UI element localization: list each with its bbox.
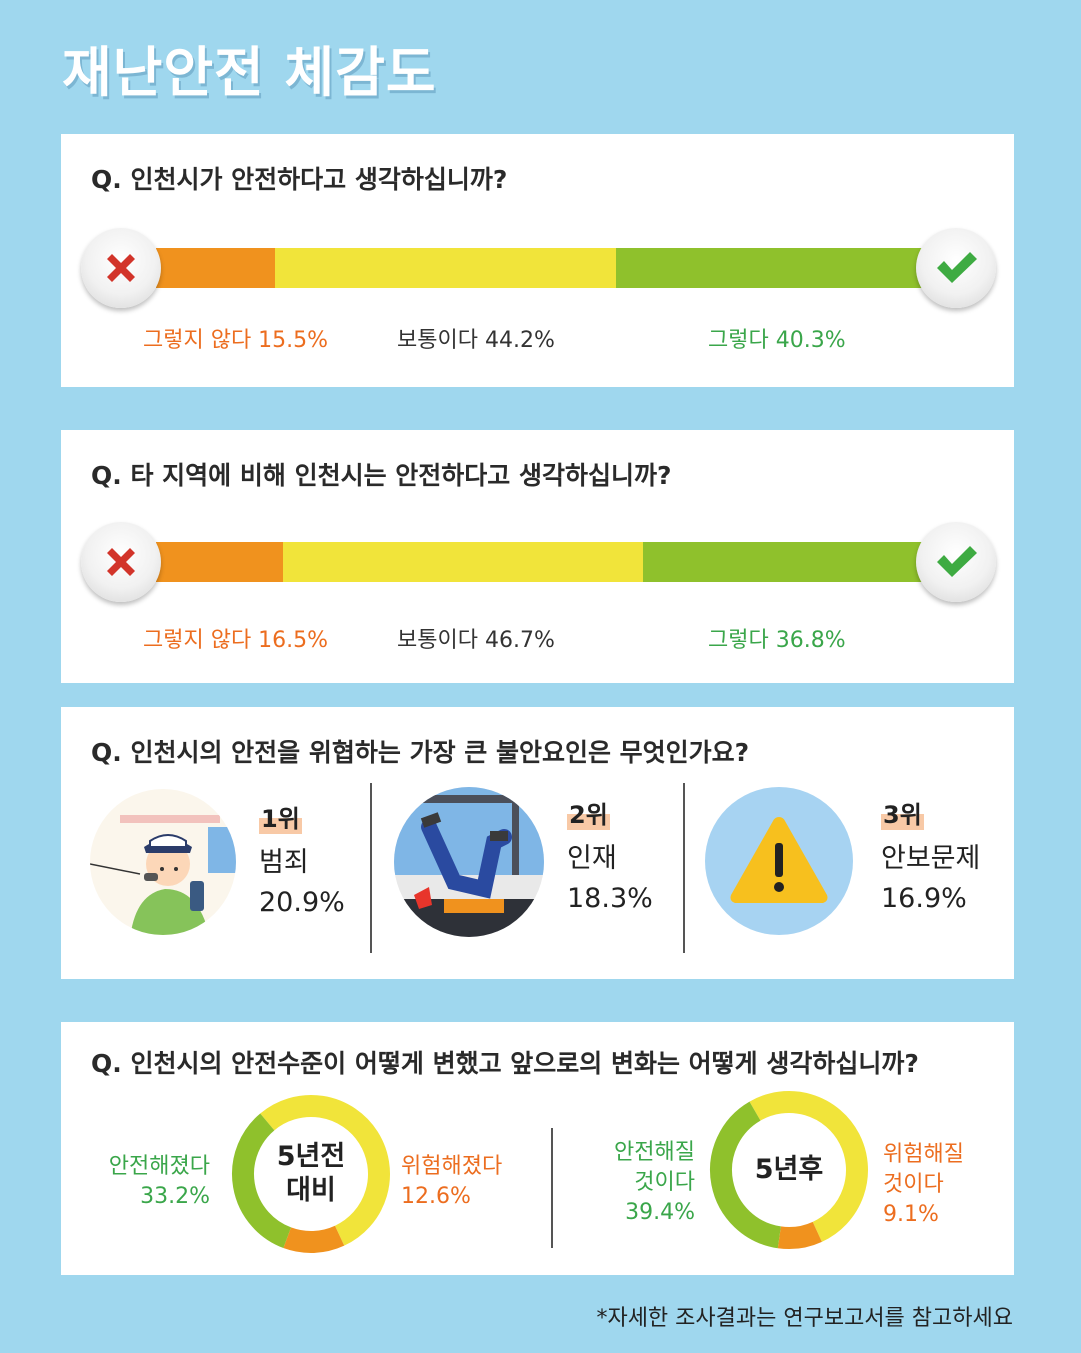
divider — [370, 783, 372, 953]
donut-center-right: 5년후 — [754, 1154, 824, 1185]
question-text: Q. 인천시의 안전수준이 어떻게 변했고 앞으로의 변화는 어떻게 생각하십니… — [91, 1049, 919, 1078]
check-icon — [916, 522, 996, 602]
rank-value: 16.9% — [881, 883, 967, 914]
rank-label: 1위 — [259, 799, 302, 834]
no-label: 그렇지 않다 15.5% — [143, 328, 329, 353]
bar-segment-yes — [615, 248, 926, 288]
rank-name: 인재 — [567, 843, 617, 874]
donut-chart-right — [710, 1091, 868, 1249]
safe-label-right: 안전해질 것이다 39.4% — [614, 1140, 695, 1225]
question-text: Q. 타 지역에 비해 인천시는 안전하다고 생각하십니까? — [91, 461, 672, 490]
question-card-2: Q. 타 지역에 비해 인천시는 안전하다고 생각하십니까? 그렇지 않다 16… — [61, 430, 1014, 683]
normal-label: 보통이다 44.2% — [397, 328, 555, 353]
x-icon — [81, 522, 161, 602]
question-card-1: Q. 인천시가 안전하다고 생각하십니까? 그렇지 않다 15.5% 보통이다 … — [61, 134, 1014, 387]
stacked-bar — [156, 542, 926, 582]
donut-chart-left — [232, 1095, 390, 1253]
safe-label-left: 안전해졌다 33.2% — [108, 1154, 210, 1209]
donut-segment-danger — [283, 1225, 345, 1253]
x-icon — [81, 228, 161, 308]
normal-label: 보통이다 46.7% — [397, 628, 555, 653]
page-title: 재난안전 체감도 — [62, 41, 437, 104]
yes-label: 그렇다 36.8% — [708, 628, 846, 653]
donut-segment-neutral — [260, 1095, 390, 1246]
danger-label-right: 위험해질 것이다 9.1% — [883, 1142, 964, 1227]
yes-label: 그렇다 40.3% — [708, 328, 846, 353]
rank-name: 범죄 — [259, 847, 309, 878]
rank-value: 18.3% — [567, 883, 653, 914]
bar-segment-no — [156, 248, 276, 288]
donut-segment-safe — [710, 1101, 782, 1249]
rank-item-1: 1위 범죄 20.9% — [259, 799, 345, 918]
rank-item-3: 3위 안보문제 16.9% — [881, 795, 980, 914]
rank-label: 2위 — [567, 795, 610, 830]
divider — [551, 1128, 553, 1248]
bar-segment-no — [156, 542, 284, 582]
donut-center-left: 5년전 대비 — [276, 1141, 346, 1206]
stacked-bar — [156, 248, 926, 288]
question-text: Q. 인천시의 안전을 위협하는 가장 큰 불안요인은 무엇인가요? — [91, 738, 750, 767]
donut-segment-safe — [232, 1113, 292, 1249]
donut-segment-danger — [777, 1221, 822, 1249]
bar-segment-yes — [642, 542, 926, 582]
bar-segment-normal — [275, 248, 616, 288]
rank-item-2: 2위 인재 18.3% — [567, 795, 653, 914]
warning-icon — [705, 787, 853, 935]
bar-segment-normal — [283, 542, 643, 582]
police-officer-icon — [90, 789, 236, 935]
question-card-4: Q. 인천시의 안전수준이 어떻게 변했고 앞으로의 변화는 어떻게 생각하십니… — [61, 1022, 1014, 1275]
danger-label-left: 위험해졌다 12.6% — [401, 1154, 503, 1209]
rank-label: 3위 — [881, 795, 924, 830]
footnote: *자세한 조사결과는 연구보고서를 참고하세요 — [596, 1306, 1013, 1331]
falling-person-icon — [394, 787, 544, 937]
no-label: 그렇지 않다 16.5% — [143, 628, 329, 653]
check-icon — [916, 228, 996, 308]
rank-value: 20.9% — [259, 887, 345, 918]
question-card-3: Q. 인천시의 안전을 위협하는 가장 큰 불안요인은 무엇인가요? 1위 범죄… — [61, 707, 1014, 979]
donut-segment-neutral — [749, 1091, 868, 1242]
divider — [683, 783, 685, 953]
question-text: Q. 인천시가 안전하다고 생각하십니까? — [91, 165, 508, 194]
rank-name: 안보문제 — [881, 843, 981, 874]
